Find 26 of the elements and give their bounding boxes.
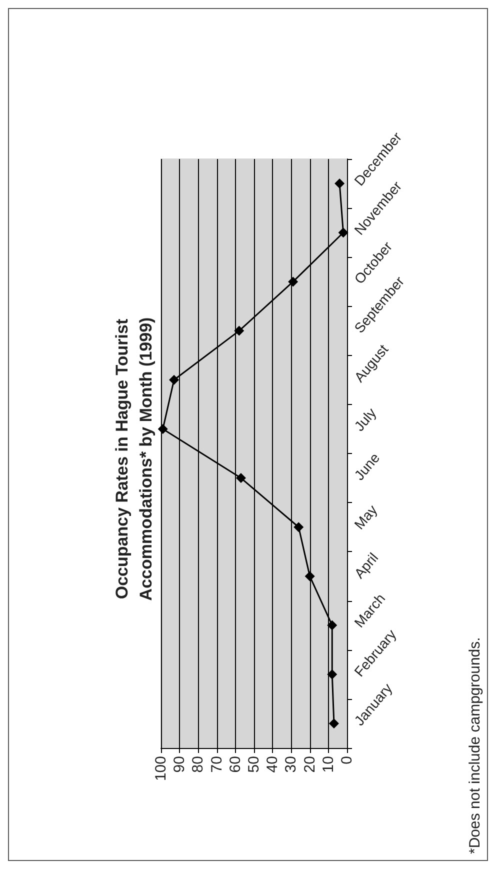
x-tick-label: 100 (152, 756, 170, 782)
x-tick-label: 10 (320, 756, 337, 773)
x-tick-label: 80 (190, 756, 207, 773)
point (294, 522, 304, 532)
x-tick-label: 20 (301, 756, 318, 773)
point (327, 620, 338, 630)
x-tick-label: 30 (282, 756, 300, 773)
point (338, 228, 348, 238)
text: Occupancy Rates in Hague Tourist Accommodations* by Month (1999) (112, 317, 156, 601)
x-tick-label: 40 (264, 756, 282, 773)
point (304, 571, 315, 582)
point (169, 374, 180, 385)
x-tick-label: 0 (338, 756, 356, 764)
x-tick-label: 50 (246, 756, 262, 773)
point (327, 669, 338, 680)
point (234, 326, 244, 336)
text: *Does not include campgrounds. (466, 637, 484, 854)
y-tick-label: July (350, 404, 380, 434)
point (288, 276, 298, 287)
point (158, 424, 168, 434)
x-tick-label: 60 (226, 756, 244, 773)
point (334, 178, 345, 189)
point (236, 473, 246, 484)
x-tick-label: 70 (208, 756, 226, 773)
point (328, 718, 339, 728)
x-tick-label: 90 (171, 756, 188, 773)
